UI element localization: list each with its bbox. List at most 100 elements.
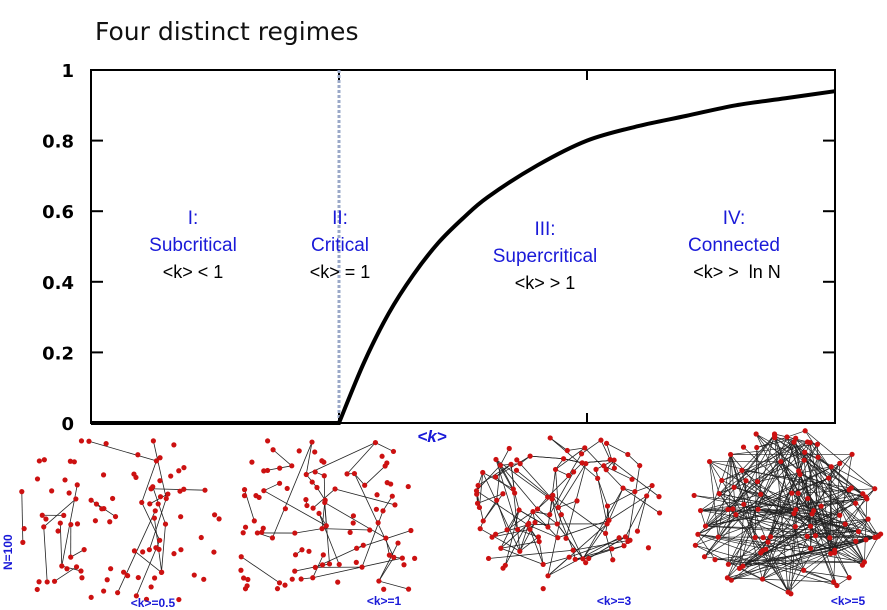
network-node [99, 506, 105, 512]
network-edge [495, 459, 538, 510]
network-edge [767, 541, 804, 571]
network-edge [718, 493, 764, 551]
network-node [842, 521, 848, 527]
network-edge [697, 533, 766, 550]
network-edge [354, 473, 395, 558]
network-node [765, 539, 771, 545]
network-edge [756, 447, 762, 495]
network-node [832, 547, 838, 553]
network-node [530, 509, 536, 515]
network-node [644, 493, 650, 499]
network-node [146, 547, 153, 553]
network-node [574, 498, 580, 504]
network-node [299, 547, 305, 553]
network-node [498, 545, 504, 551]
network-node [68, 554, 74, 560]
network-node [604, 521, 610, 527]
network-node [855, 528, 862, 535]
network-edge [609, 459, 660, 497]
network-node [580, 556, 586, 562]
network-node [536, 538, 542, 545]
network-node [92, 518, 98, 524]
network-node [812, 533, 819, 539]
network-edge [324, 502, 327, 526]
network-node [494, 497, 500, 503]
network-edge [476, 490, 529, 526]
network-node [177, 488, 183, 494]
network-edge [504, 509, 520, 566]
network-panel-3 [473, 435, 663, 592]
network-node [859, 562, 866, 568]
network-node [610, 557, 616, 563]
network-node [251, 518, 257, 524]
network-node [176, 468, 182, 474]
network-node [517, 548, 523, 554]
network-edge [346, 442, 376, 475]
network-edge [700, 493, 761, 511]
network-node [760, 535, 766, 541]
network-edge [519, 522, 536, 552]
network-node [754, 478, 761, 485]
network-node [216, 516, 222, 522]
network-node [309, 439, 315, 445]
network-node [319, 526, 325, 532]
network-node [78, 438, 85, 444]
network-node [401, 562, 407, 568]
network-node [312, 449, 318, 455]
network-edge [727, 536, 877, 579]
network-node [731, 484, 737, 491]
network-node [79, 575, 85, 581]
network-edge [378, 557, 395, 582]
network-node [115, 590, 121, 596]
network-node [256, 494, 262, 501]
network-node [830, 579, 837, 585]
regime-2-condition: <k> = 1 [310, 262, 371, 282]
network-node [571, 469, 577, 475]
network-node [298, 576, 304, 582]
network-node [36, 458, 42, 464]
network-edge [88, 440, 157, 462]
network-node [282, 582, 288, 588]
network-node [375, 520, 381, 526]
network-node [171, 551, 177, 557]
network-node [545, 494, 551, 500]
network-node [535, 534, 542, 540]
network-node [49, 488, 55, 494]
network-edge [864, 498, 868, 563]
network-node [274, 586, 281, 592]
network-node [211, 549, 217, 555]
network-node [514, 526, 521, 533]
network-edge [704, 556, 850, 578]
network-edge [479, 472, 484, 508]
network-node [261, 468, 267, 474]
y-axis: 0 0.2 0.4 0.6 0.8 1 [42, 61, 835, 435]
network-node [493, 456, 499, 463]
network-edge [272, 441, 313, 539]
network-edge [61, 565, 82, 572]
network-node [804, 439, 811, 445]
network-node [489, 534, 495, 540]
network-node [62, 477, 68, 483]
network-node [603, 440, 610, 446]
network-node [399, 555, 405, 561]
network-node [593, 466, 599, 472]
network-edge [151, 488, 205, 491]
network-node [622, 534, 629, 540]
network-node [51, 578, 58, 584]
network-node [604, 503, 611, 509]
network-node [805, 495, 811, 502]
network-node [100, 472, 107, 478]
network-node [131, 471, 137, 477]
network-edge [745, 480, 863, 566]
network-edge [134, 550, 162, 573]
network-node [73, 564, 80, 570]
network-node [19, 489, 25, 495]
network-edge [549, 471, 574, 515]
network-node [374, 492, 380, 498]
network-panel-2 [238, 438, 418, 592]
network-node [389, 493, 395, 499]
network-edge [774, 433, 811, 443]
network-edge [762, 470, 800, 580]
network-node [741, 501, 747, 507]
network-edge [496, 500, 508, 530]
